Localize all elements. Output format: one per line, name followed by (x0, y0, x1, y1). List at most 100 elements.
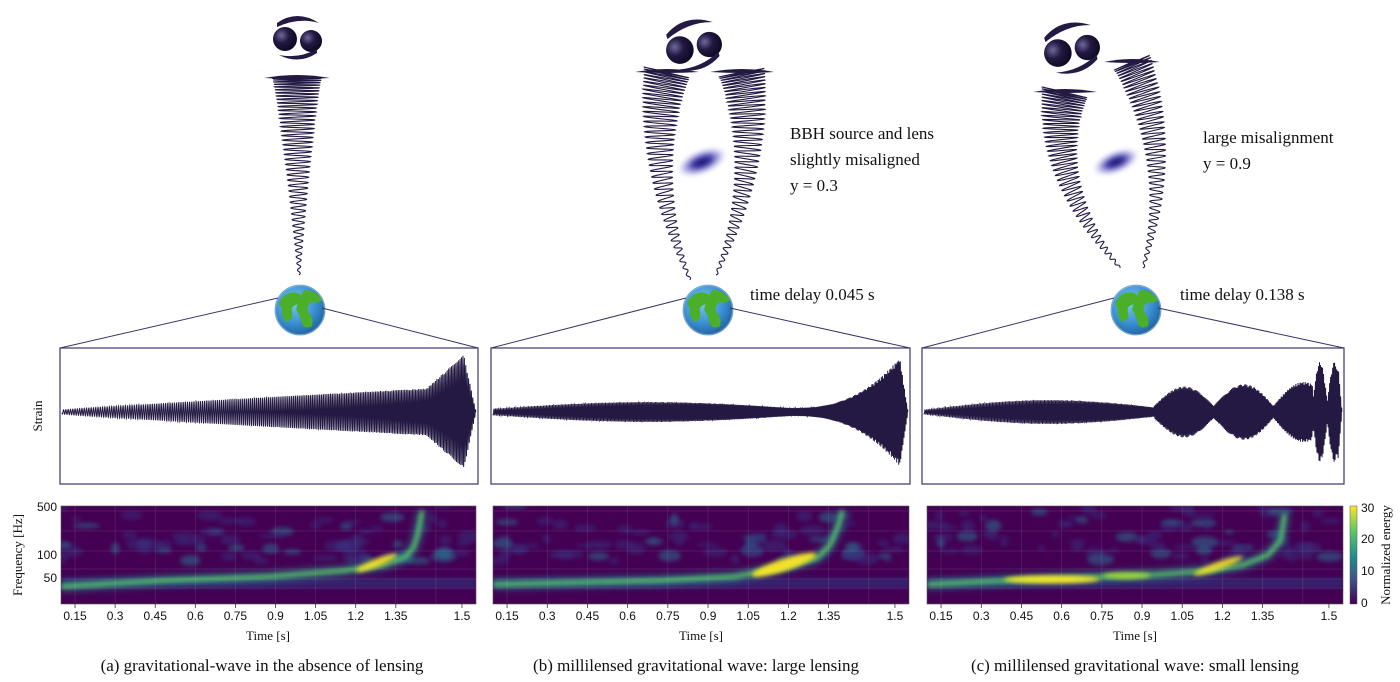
earth-icon (682, 284, 734, 336)
colorbar-tick-20: 20 (1361, 532, 1375, 546)
colorbar-tick-30: 30 (1361, 501, 1375, 515)
time-xlabel-c: Time [s] (1113, 628, 1157, 643)
orbit-arrow-icon (279, 49, 317, 60)
noise-blob (1182, 506, 1196, 518)
time-tick-label-a: 1.5 (454, 609, 471, 623)
energy-peak (751, 552, 817, 577)
noise-blob (585, 540, 613, 550)
noise-blob (228, 544, 245, 552)
strain-panel-c (921, 347, 1345, 485)
noise-blob (450, 549, 471, 557)
noise-blob (154, 542, 164, 553)
time-tick-label-c: 1.05 (1171, 609, 1195, 623)
time-tick-label-a: 1.2 (347, 609, 364, 623)
noise-blob (978, 515, 988, 522)
earth-icon (274, 284, 326, 336)
noise-blob (457, 530, 476, 543)
noise-blob (502, 506, 528, 509)
black-hole-icon (1044, 39, 1072, 67)
freq-tick-50: 50 (44, 571, 58, 585)
black-hole-icon (696, 31, 722, 58)
earth-land (279, 292, 302, 322)
noise-blob (730, 554, 740, 565)
frequency-ylabel: Frequency [Hz] (10, 514, 25, 596)
strain-waveform-c (923, 362, 1343, 462)
gw-trail-c-right (1113, 54, 1167, 269)
strain-waveform-b (492, 360, 909, 465)
noise-blob (1172, 544, 1200, 550)
noise-blob (773, 523, 788, 535)
strain-panel-a (59, 347, 479, 485)
noise-blob (844, 541, 860, 552)
noise-blob (985, 519, 1002, 532)
noise-blob (696, 542, 718, 548)
noise-blob (173, 538, 197, 545)
noise-blob (1149, 541, 1165, 550)
earth-land (704, 290, 730, 328)
gw-trail-b-left-cap (635, 69, 699, 73)
caption-c: (c) millilensed gravitational wave: smal… (971, 656, 1300, 675)
noise-blob (1076, 516, 1089, 524)
noise-blob (1037, 545, 1046, 551)
gw-trail-c-right-cap (1104, 59, 1160, 63)
black-hole-icon (273, 27, 297, 51)
time-axes: 0.15 0.3 0.45 0.6 0.75 0.9 1.05 1.2 1.35 1.5 0.15 0… (63, 604, 1338, 623)
binary-black-hole-icon (666, 19, 722, 71)
noise-blob (1161, 519, 1184, 526)
noise-blob (308, 522, 323, 529)
zoom-line-left-0 (59, 297, 279, 349)
noise-blob (961, 520, 975, 532)
gw-trail-c-left-cap (1033, 89, 1097, 93)
gw-trail-c-left (1040, 86, 1121, 268)
spectrogram-frame (926, 505, 1344, 605)
earth-land (296, 290, 322, 328)
noise-blob (1031, 508, 1048, 516)
noise-blob (939, 548, 962, 554)
noise-blob (1150, 548, 1172, 559)
noise-blob (61, 545, 83, 558)
time-tick-label-c: 1.5 (1321, 609, 1338, 623)
time-tick-label-a: 1.05 (304, 609, 328, 623)
noise-blob (961, 545, 983, 555)
zoom-line-right-0 (321, 307, 479, 349)
time-tick-label-c: 0.15 (929, 609, 953, 623)
earth-icon (1110, 284, 1162, 336)
energy-peak (1193, 556, 1243, 576)
noise-blob (1189, 513, 1216, 518)
noise-blob (617, 525, 633, 533)
colorbar-tick-10: 10 (1361, 564, 1375, 578)
gw-trail-b-right-cap (710, 69, 774, 73)
noise-blob (627, 542, 645, 555)
noise-blob (1178, 523, 1194, 532)
time-tick-label-a: 0.45 (144, 609, 168, 623)
annotation-c-line-2: y = 0.9 (1203, 154, 1251, 173)
time-tick-label-c: 0.3 (973, 609, 990, 623)
freq-tick-100: 100 (37, 548, 57, 562)
noise-blob (357, 528, 375, 535)
noise-blob (1191, 536, 1218, 548)
time-tick-label-b: 0.3 (539, 609, 556, 623)
zoom-line-right-2 (1157, 307, 1345, 349)
time-xlabel-b: Time [s] (679, 628, 723, 643)
zoom-lines (59, 297, 1345, 349)
time-tick-label-c: 0.6 (1053, 609, 1070, 623)
spectrogram-frame (60, 505, 477, 605)
time-tick-label-c: 0.9 (1134, 609, 1151, 623)
colorbar-tick-0: 0 (1361, 596, 1368, 610)
noise-blob (674, 539, 685, 545)
time-tick-label-a: 0.6 (187, 609, 204, 623)
time-tick-label-b: 0.75 (656, 609, 680, 623)
noise-blob (808, 537, 831, 542)
noise-blob (933, 533, 954, 541)
noise-blob (180, 554, 201, 566)
orbit-arrow-icon (1044, 22, 1091, 43)
noise-blob (1070, 542, 1084, 552)
noise-blob (689, 523, 713, 530)
time-tick-label-b: 0.9 (700, 609, 717, 623)
freq-tick-500: 500 (37, 500, 57, 514)
noise-blob (259, 549, 283, 554)
noise-blob (1300, 520, 1310, 533)
noise-blob (511, 545, 529, 555)
time-tick-label-a: 0.15 (63, 609, 87, 623)
noise-blob (818, 512, 837, 523)
